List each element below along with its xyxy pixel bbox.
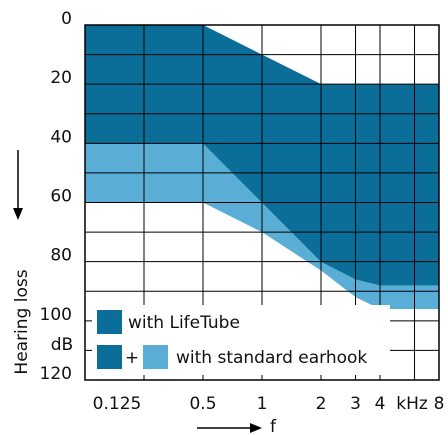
y-tick-label: 60 [50, 187, 72, 207]
x-axis-label: f [270, 417, 277, 435]
x-tick-label: 8 [434, 394, 445, 414]
legend: with LifeTube + with standard earhook [92, 305, 390, 375]
y-tick-label: 40 [50, 127, 72, 147]
plot-area [84, 24, 440, 381]
x-tick-label: 1 [257, 394, 268, 414]
x-tick-label: 0.125 [93, 394, 142, 414]
y-tick-label: 0 [61, 9, 72, 29]
y-tick-label: 100 [40, 305, 72, 325]
legend-label: with LifeTube [128, 313, 240, 333]
legend-swatch [143, 345, 168, 369]
x-tick-label: 2 [316, 394, 327, 414]
plot-frame [84, 24, 440, 381]
y-tick-label: 120 [40, 364, 72, 384]
x-unit: kHz [396, 394, 428, 414]
y-unit: dB [51, 335, 73, 355]
x-arrowhead [250, 423, 262, 433]
x-tick-label: 0.5 [189, 394, 216, 414]
x-tick-label: 4 [375, 394, 386, 414]
legend-label: with standard earhook [176, 348, 367, 368]
legend-swatch [97, 345, 122, 369]
y-arrowhead [13, 208, 23, 220]
legend-box [92, 305, 390, 375]
y-tick-label: 80 [50, 246, 72, 266]
x-tick-label: 3 [350, 394, 361, 414]
legend-joiner: + [125, 348, 139, 368]
legend-swatch [97, 310, 122, 334]
y-axis-label: Hearing loss [12, 269, 32, 374]
y-tick-label: 20 [50, 68, 72, 88]
